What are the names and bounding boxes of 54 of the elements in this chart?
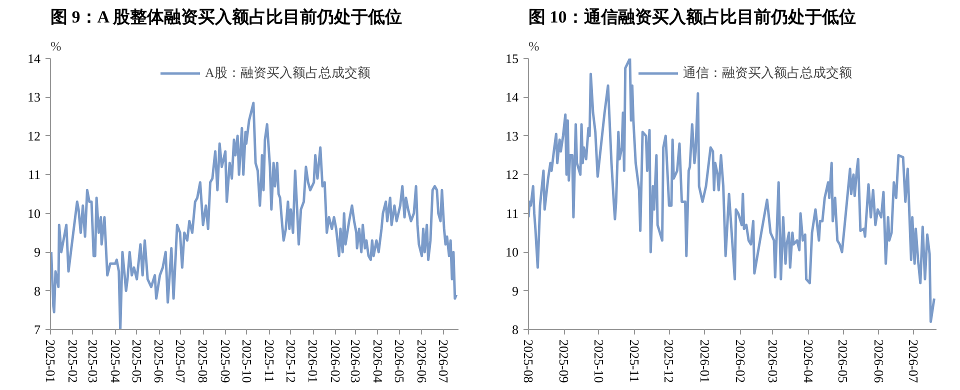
x-tick-label: 2026-07: [436, 340, 451, 384]
x-tick-label: 2026-06: [414, 340, 430, 384]
x-tick-label: 2025-05: [129, 340, 144, 383]
x-tick-label: 2026-01: [306, 340, 321, 383]
y-tick-label: 12: [506, 167, 518, 182]
y-tick-label: 12: [28, 128, 40, 144]
x-tick-label: 2025-08: [521, 340, 536, 383]
x-tick-label: 2026-05: [836, 340, 851, 383]
y-tick-label: 11: [506, 206, 519, 221]
y-tick-label: 10: [506, 244, 518, 260]
y-axis-title: %: [50, 38, 62, 54]
line-series: [528, 58, 936, 324]
legend-label: A股：融资买入额占总成交额: [205, 64, 370, 82]
y-tick-label: 9: [34, 244, 40, 260]
y-tick-label: 13: [28, 90, 40, 105]
y-tick-label: 13: [506, 128, 518, 144]
x-tick-label: 2026-03: [348, 340, 364, 383]
x-tick-label: 2026-02: [733, 340, 748, 383]
y-tick-label: 8: [34, 283, 40, 298]
x-tick-label: 2025-11: [627, 340, 642, 382]
x-tick-label: 2026-02: [328, 340, 343, 383]
y-tick-label: 10: [28, 206, 40, 221]
x-tick-label: 2025-08: [196, 340, 211, 383]
x-tick-label: 2026-06: [871, 340, 886, 384]
legend-label: 通信：融资买入额占总成交额: [683, 64, 852, 82]
y-tick-label: 11: [28, 167, 41, 182]
x-tick-label: 2025-06: [152, 340, 167, 384]
x-tick-label: 2025-12: [283, 340, 298, 383]
y-tick-label: 8: [512, 322, 518, 337]
x-tick-label: 2025-11: [262, 340, 277, 382]
x-tick-label: 2025-12: [662, 340, 677, 383]
y-tick-label: 14: [506, 90, 519, 105]
x-tick-label: 2025-10: [239, 340, 254, 383]
y-tick-label: 7: [34, 322, 41, 337]
chart-title: 图 9：A 股整体融资买入额占比目前仍处于低位: [50, 8, 402, 26]
x-tick-label: 2025-04: [108, 340, 123, 384]
y-tick-label: 14: [28, 51, 41, 66]
x-tick-label: 2026-05: [392, 340, 407, 383]
x-tick-label: 2026-01: [697, 340, 712, 383]
chart-title: 图 10：通信融资买入额占比目前仍处于低位: [528, 8, 856, 26]
x-tick-label: 2025-09: [556, 340, 572, 383]
x-tick-label: 2025-01: [43, 340, 58, 383]
x-tick-label: 2025-03: [85, 340, 100, 383]
y-axis-title: %: [528, 38, 540, 54]
x-tick-label: 2025-02: [65, 340, 80, 383]
x-tick-label: 2025-07: [173, 340, 188, 384]
x-tick-label: 2026-03: [765, 340, 780, 383]
y-tick-label: 9: [512, 283, 518, 298]
x-tick-label: 2025-09: [218, 340, 233, 383]
x-tick-label: 2026-07: [906, 340, 921, 384]
x-tick-label: 2026-04: [801, 340, 816, 384]
x-tick-label: 2026-04: [370, 340, 386, 384]
x-tick-label: 2025-10: [591, 340, 606, 383]
y-tick-label: 15: [506, 51, 518, 66]
